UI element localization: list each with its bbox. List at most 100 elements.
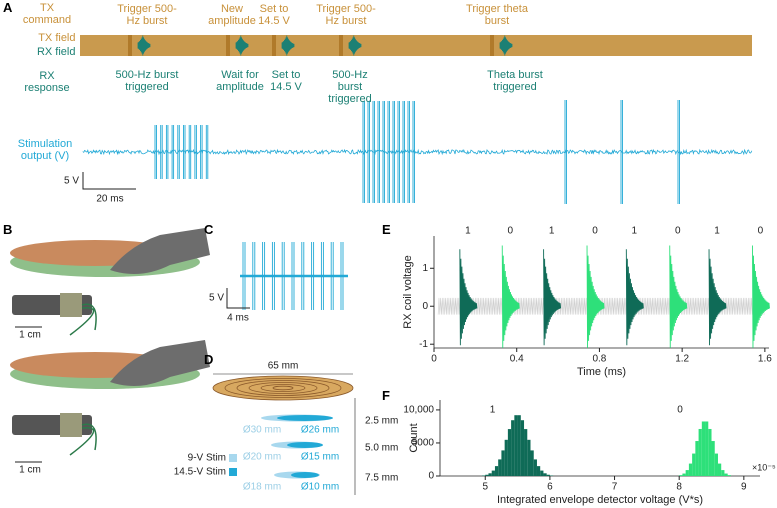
- y-axis-label: Count: [408, 423, 420, 452]
- annotation: Theta burst triggered: [487, 69, 543, 93]
- hist-bar: [504, 439, 508, 476]
- y-tick-label: 10,000: [403, 405, 434, 416]
- annotation: Trigger 500-Hz burst: [117, 3, 177, 27]
- annotation: New amplitude: [208, 3, 256, 27]
- annotation: Trigger theta burst: [466, 3, 528, 27]
- row-label: RX response: [24, 70, 70, 94]
- burst: [752, 245, 770, 348]
- scale-label: 5 V: [64, 176, 79, 187]
- bit-label: 0: [592, 226, 598, 237]
- hist-bar: [549, 475, 554, 476]
- hist-bar: [536, 466, 541, 476]
- scale-label: 4 ms: [227, 313, 249, 324]
- c-pulse: [340, 242, 344, 310]
- x-tick-label: 0: [431, 354, 437, 365]
- stim-region-14v: [277, 415, 333, 421]
- stim-pulse: [362, 101, 365, 203]
- hist-bar: [540, 470, 544, 476]
- hist-bar: [533, 459, 537, 476]
- diameter-label: Ø30 mm: [243, 425, 281, 436]
- hist-bar: [494, 466, 499, 476]
- hist-bar: [482, 475, 486, 476]
- row-label: RX field: [36, 46, 76, 58]
- burst: [669, 245, 688, 348]
- panel-letter: B: [3, 222, 13, 237]
- stim-pulse: [677, 100, 680, 204]
- bit-label: 1: [549, 226, 555, 237]
- c-pulse: [242, 242, 246, 310]
- axis: [433, 236, 769, 349]
- hist-bar: [527, 439, 531, 476]
- stim-pulse: [402, 101, 405, 203]
- x-tick-label: 9: [741, 482, 747, 493]
- c-pulse: [330, 242, 334, 310]
- stim-pulse: [200, 125, 203, 179]
- rx-burst: [137, 35, 151, 56]
- hist-bar: [530, 450, 534, 476]
- depth-label: 7.5 mm: [365, 473, 398, 484]
- annotation: Set to 14.5 V: [270, 69, 302, 93]
- finger: [110, 228, 210, 274]
- c-pulse: [281, 242, 285, 310]
- x-axis-label: Time (ms): [577, 366, 626, 378]
- c-pulse: [262, 242, 266, 310]
- bit-label: 0: [758, 226, 764, 237]
- y-tick-label: 5000: [412, 438, 435, 449]
- hist-bar: [721, 470, 725, 476]
- hist-bar: [688, 463, 693, 476]
- annotation: 500-Hz burst triggered: [328, 69, 372, 105]
- stim-region-14v: [291, 472, 319, 478]
- wire: [69, 303, 97, 336]
- bit-label: 0: [675, 226, 681, 237]
- hist-bar: [708, 428, 712, 476]
- burst: [586, 245, 605, 348]
- annotation: 500-Hz burst triggered: [115, 69, 179, 93]
- stim-pulse: [564, 100, 567, 204]
- hist-bar: [714, 453, 718, 476]
- bit-label: 1: [714, 226, 720, 237]
- scale-label: 20 ms: [96, 194, 123, 205]
- diameter-label: Ø10 mm: [301, 482, 339, 493]
- x-tick-label: 0.4: [510, 354, 524, 365]
- stim-pulse: [372, 101, 375, 203]
- series-label: 0: [677, 405, 683, 416]
- scale-label: 5 V: [209, 293, 224, 304]
- burst: [459, 249, 478, 346]
- panel-letter: A: [3, 0, 13, 15]
- diameter-label: Ø18 mm: [243, 482, 281, 493]
- stim-pulse: [154, 125, 157, 179]
- tx-bar: [80, 35, 752, 56]
- depth-label: 2.5 mm: [365, 416, 398, 427]
- annotation: Trigger 500-Hz burst: [316, 3, 376, 27]
- coil-ring: [236, 380, 330, 396]
- c-pulse: [320, 242, 324, 310]
- hist-bar: [701, 421, 706, 476]
- burst-edge: [128, 35, 132, 56]
- y-tick-label: 0: [428, 471, 434, 482]
- hist-bar: [511, 420, 515, 476]
- hist-bar: [488, 473, 492, 476]
- stim-pulse: [194, 125, 197, 179]
- burst: [708, 249, 727, 346]
- legend-label: 14.5-V Stim: [174, 467, 226, 478]
- diameter-label: Ø20 mm: [243, 452, 281, 463]
- series-label: 1: [490, 405, 496, 416]
- stim-pulse: [188, 125, 192, 179]
- x-tick-label: 6: [547, 482, 553, 493]
- stim-pulse: [367, 101, 370, 203]
- depth-label: 5.0 mm: [365, 443, 398, 454]
- coil-ring: [224, 378, 342, 398]
- hist-bar: [517, 415, 521, 476]
- stim-pulse: [392, 101, 395, 203]
- panel-letter: F: [382, 388, 390, 403]
- x-tick-label: 1.2: [675, 354, 689, 365]
- annotation: Wait for amplitude: [216, 69, 264, 93]
- burst: [501, 245, 520, 348]
- hist-bar: [717, 463, 722, 476]
- x-tick-label: 7: [612, 482, 618, 493]
- burst: [625, 249, 644, 346]
- stim-pulse: [177, 125, 180, 179]
- dimension: 65 mm: [268, 361, 299, 372]
